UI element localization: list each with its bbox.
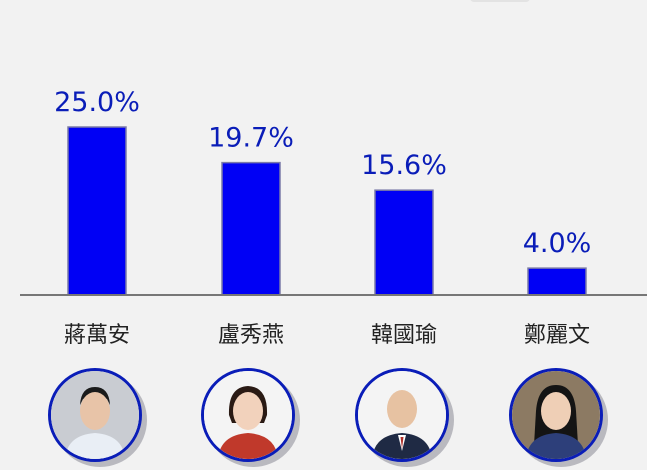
value-label: 19.7% [208, 123, 294, 154]
value-label: 4.0% [523, 228, 592, 259]
value-label: 25.0% [54, 87, 140, 118]
value-label: 15.6% [361, 150, 447, 181]
top-tab [470, 0, 530, 2]
bar [67, 126, 127, 296]
bar [527, 267, 587, 296]
category-label: 蔣萬安 [64, 323, 130, 348]
bar [221, 161, 281, 296]
category-label: 鄭麗文 [524, 323, 590, 348]
bar [374, 189, 434, 296]
category-label: 韓國瑜 [371, 323, 437, 348]
category-label: 盧秀燕 [218, 323, 284, 348]
